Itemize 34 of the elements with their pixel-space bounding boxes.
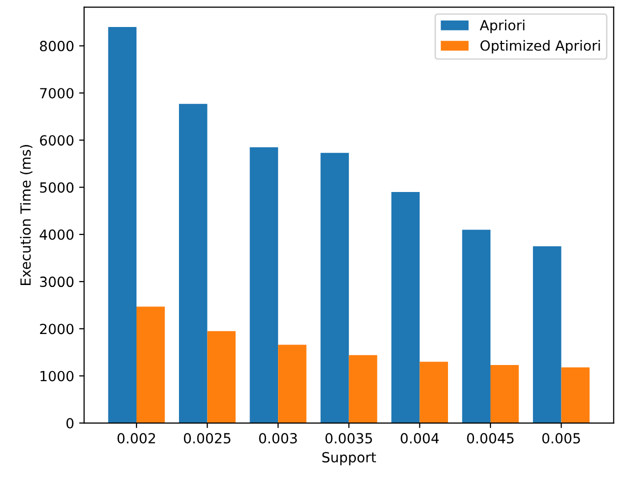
x-tick-label: 0.0045 — [467, 432, 514, 444]
y-tick-label: 5000 — [40, 182, 74, 193]
x-tick-label: 0.0025 — [184, 432, 230, 444]
bar — [391, 192, 420, 424]
x-tick-label: 0.003 — [259, 432, 297, 444]
bar — [320, 152, 349, 424]
x-tick-label: 0.0035 — [325, 432, 372, 444]
bar — [250, 147, 278, 424]
bar — [178, 104, 208, 424]
y-tick-label: 2000 — [40, 324, 74, 334]
bar — [462, 230, 490, 424]
bar — [278, 344, 306, 424]
bar — [136, 306, 165, 424]
bar — [532, 246, 562, 424]
y-tick-label: 1000 — [40, 370, 74, 382]
y-tick-label: 8000 — [40, 40, 74, 52]
y-tick-label: 0 — [66, 418, 74, 429]
x-tick-label: 0.005 — [542, 432, 580, 444]
bar — [561, 367, 590, 424]
y-tick-label: 6000 — [40, 135, 74, 146]
bar — [420, 362, 448, 424]
x-axis-title: Support — [322, 452, 376, 466]
bar — [348, 355, 378, 424]
y-axis-title: Execution Time (ms) — [20, 145, 32, 286]
y-tick-label: 7000 — [40, 88, 74, 98]
legend-label: Apriori — [480, 20, 524, 34]
x-tick-label: 0.002 — [118, 432, 155, 444]
y-tick-label: 4000 — [40, 229, 74, 240]
bar — [207, 331, 236, 424]
x-tick-label: 0.004 — [400, 432, 439, 444]
bar — [490, 365, 519, 424]
legend-label: Optimized Apriori — [480, 40, 600, 54]
y-tick-label: 3000 — [40, 276, 74, 288]
bar — [108, 26, 136, 424]
